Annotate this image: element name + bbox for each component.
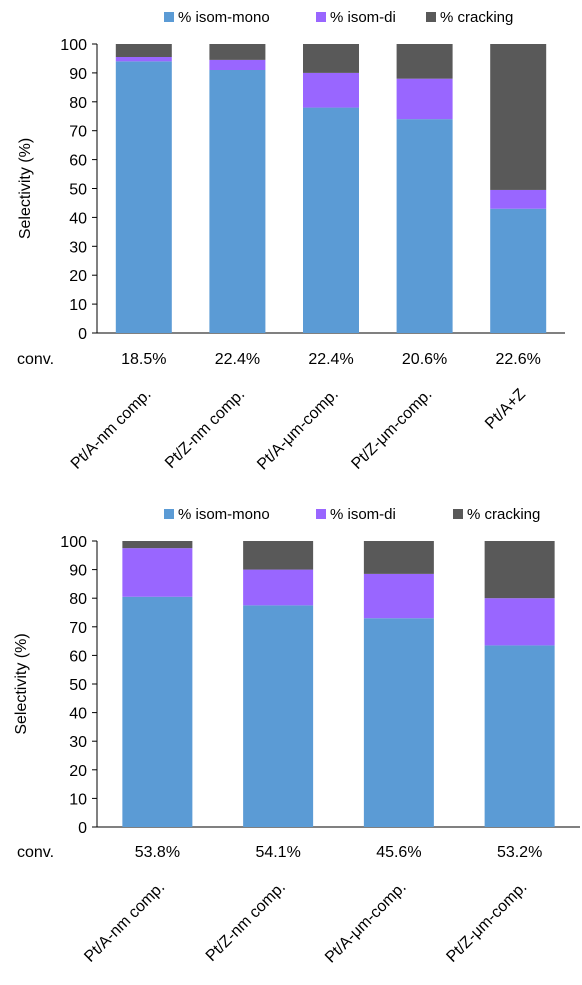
y-tick-label: 70 (69, 620, 87, 637)
legend-label: % cracking (440, 9, 513, 26)
y-tick-label: 40 (69, 706, 87, 723)
bar-isom-mono-pt-z-m-comp (396, 119, 453, 333)
legend-item-isom-mono: % isom-mono (164, 506, 270, 523)
x-tick-label: Pt/A+Z (482, 386, 529, 433)
y-tick-label: 60 (69, 153, 87, 170)
conversion-value: 53.8% (135, 844, 180, 861)
bar-isom-mono-pt-a-nm-comp (115, 61, 172, 334)
conversion-value: 22.6% (496, 351, 541, 368)
y-tick-label: 50 (69, 182, 87, 199)
conversion-value: 22.4% (308, 351, 353, 368)
bar-isom-di-pt-a-m-comp (303, 72, 359, 108)
bar-isom-di-pt-a-z (490, 189, 547, 209)
y-tick-label: 0 (78, 326, 87, 343)
bar-cracking-pt-a-m-comp (303, 44, 359, 73)
conversion-row-label: conv. (17, 844, 54, 861)
legend-label: % isom-di (330, 9, 396, 26)
y-tick-label: 60 (69, 648, 87, 665)
bar-isom-di-pt-z-m-comp (396, 78, 453, 120)
x-tick-label: Pt/Z-μm-comp. (443, 879, 530, 966)
bar-isom-mono-pt-a-z (490, 208, 547, 333)
x-tick-label: Pt/A-nm comp. (68, 386, 155, 473)
conversion-value: 54.1% (255, 844, 300, 861)
y-axis-label: Selectivity (%) (17, 138, 34, 239)
bar-cracking-pt-a-nm-comp (122, 541, 193, 549)
bar-isom-di-pt-z-nm-comp (243, 569, 314, 606)
legend-item-cracking: % cracking (453, 506, 540, 523)
y-tick-label: 50 (69, 677, 87, 694)
x-tick-label: Pt/A-μm-comp. (322, 879, 410, 967)
y-tick-label: 90 (69, 66, 87, 83)
bar-isom-mono-pt-z-m-comp (484, 645, 555, 827)
bar-isom-mono-pt-a-m-comp (363, 618, 434, 827)
legend-item-isom-di: % isom-di (316, 506, 396, 523)
y-tick-label: 20 (69, 268, 87, 285)
conversion-row-label: conv. (17, 351, 54, 368)
y-tick-label: 10 (69, 791, 87, 808)
bar-isom-mono-pt-a-nm-comp (122, 596, 193, 827)
y-axis-label: Selectivity (%) (13, 633, 30, 734)
conversion-value: 18.5% (121, 351, 166, 368)
bar-isom-mono-pt-z-nm-comp (243, 605, 314, 827)
y-tick-label: 90 (69, 563, 87, 580)
bar-isom-mono-pt-z-nm-comp (209, 70, 266, 333)
y-tick-label: 40 (69, 210, 87, 227)
y-tick-label: 80 (69, 95, 87, 112)
x-tick-label: Pt/Z-nm comp. (203, 879, 289, 965)
bar-cracking-pt-z-m-comp (396, 44, 453, 79)
legend-item-isom-mono: % isom-mono (164, 9, 270, 26)
y-tick-label: 30 (69, 239, 87, 256)
legend-label: % isom-di (330, 506, 396, 523)
legend-swatch (426, 12, 436, 22)
y-tick-label: 100 (60, 534, 87, 551)
selectivity-chart-top: % isom-mono % isom-di % cracking 0 10 20 30 40 5… (17, 9, 565, 474)
legend-item-isom-di: % isom-di (316, 9, 396, 26)
conversion-value: 53.2% (497, 844, 542, 861)
conversion-value: 20.6% (402, 351, 447, 368)
bar-isom-di-pt-z-nm-comp (209, 59, 266, 71)
y-tick-label: 30 (69, 734, 87, 751)
bar-cracking-pt-z-m-comp (484, 541, 555, 599)
legend-swatch (453, 509, 463, 519)
y-tick-label: 20 (69, 763, 87, 780)
legend-label: % isom-mono (178, 9, 270, 26)
bar-isom-di-pt-a-m-comp (363, 573, 434, 619)
x-tick-label: Pt/A-μm-comp. (254, 386, 342, 474)
y-tick-label: 80 (69, 591, 87, 608)
bar-isom-di-pt-a-nm-comp (122, 548, 193, 597)
legend-label: % cracking (467, 506, 540, 523)
legend-swatch (316, 12, 326, 22)
y-tick-label: 0 (78, 820, 87, 837)
legend-swatch (316, 509, 326, 519)
legend-swatch (164, 509, 174, 519)
bar-isom-mono-pt-a-m-comp (303, 107, 359, 333)
bar-isom-di-pt-a-nm-comp (115, 57, 172, 62)
y-tick-label: 70 (69, 124, 87, 141)
bar-cracking-pt-a-nm-comp (115, 44, 172, 58)
bar-cracking-pt-a-z (490, 44, 547, 190)
legend-item-cracking: % cracking (426, 9, 513, 26)
conversion-value: 45.6% (376, 844, 421, 861)
bar-cracking-pt-z-nm-comp (209, 44, 266, 60)
selectivity-chart-bottom: % isom-mono % isom-di % cracking 0 10 20 30 40 5… (13, 506, 580, 967)
legend-label: % isom-mono (178, 506, 270, 523)
bar-cracking-pt-z-nm-comp (243, 541, 314, 570)
y-tick-label: 10 (69, 297, 87, 314)
x-tick-label: Pt/Z-nm comp. (162, 386, 248, 472)
bar-isom-di-pt-z-m-comp (484, 598, 555, 646)
bar-cracking-pt-a-m-comp (363, 541, 434, 574)
x-tick-label: Pt/Z-μm-comp. (348, 386, 435, 473)
conversion-value: 22.4% (215, 351, 260, 368)
legend-swatch (164, 12, 174, 22)
y-tick-label: 100 (60, 37, 87, 54)
x-tick-label: Pt/A-nm comp. (81, 879, 168, 966)
